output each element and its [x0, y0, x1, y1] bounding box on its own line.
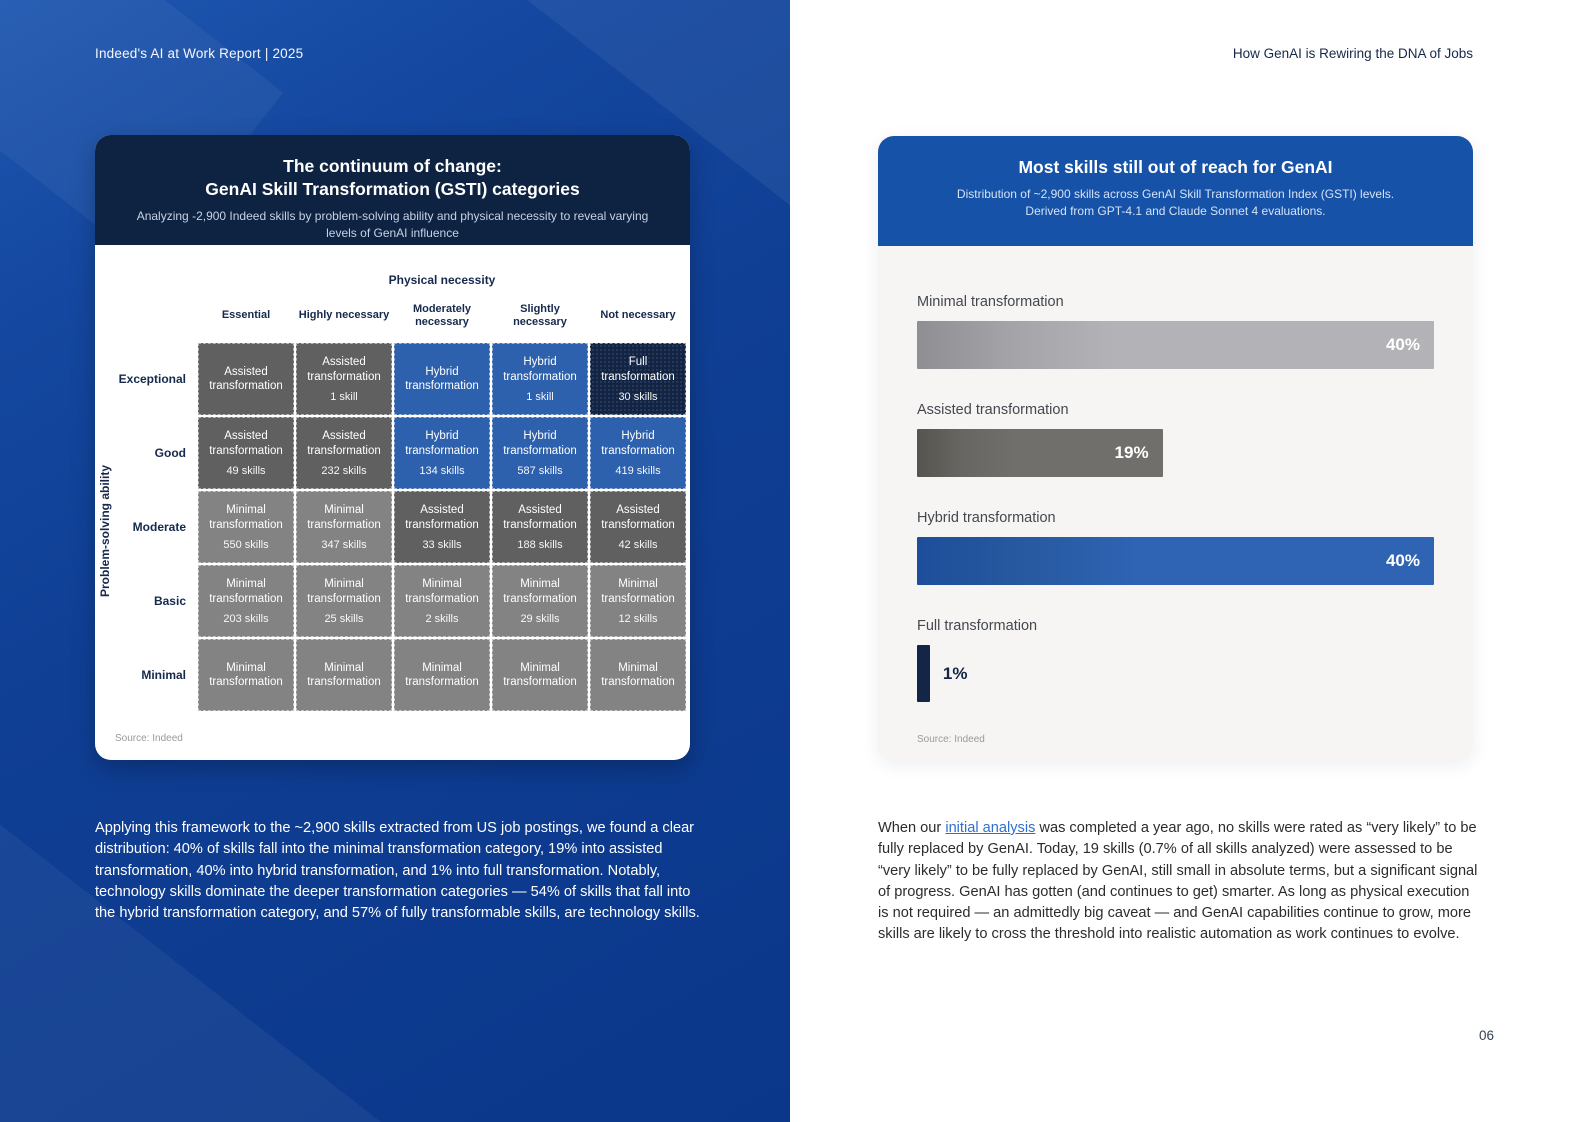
- bar-group-assisted: Assisted transformation 19%: [917, 402, 1434, 477]
- bar-hybrid-transformation: 40%: [917, 537, 1434, 585]
- matrix-cell: Minimal transformation 203 skills: [198, 565, 294, 637]
- matrix-cell: Hybrid transformation 419 skills: [590, 417, 686, 489]
- matrix-cell: Minimal transformation 347 skills: [296, 491, 392, 563]
- matrix-cell: Minimal transformation: [492, 639, 588, 711]
- column-header: Slightly necessary: [513, 302, 567, 328]
- right-page: How GenAI is Rewiring the DNA of Jobs Mo…: [790, 0, 1586, 1122]
- bars-card-subtitle: Distribution of ~2,900 skills across Gen…: [956, 186, 1395, 219]
- row-label: Basic: [153, 594, 186, 608]
- bar-value-label: 40%: [1385, 335, 1420, 354]
- bar-value-label: 1%: [942, 663, 968, 683]
- row-label: Minimal: [141, 668, 186, 682]
- matrix-cell: Minimal transformation 29 skills: [492, 565, 588, 637]
- bar-track: 19%: [917, 429, 1434, 477]
- report-running-header: Indeed's AI at Work Report | 2025: [95, 46, 304, 61]
- bars-card-title: Most skills still out of reach for GenAI: [1018, 157, 1333, 177]
- bar-track: 40%: [917, 321, 1434, 369]
- left-body-paragraph: Applying this framework to the ~2,900 sk…: [95, 820, 700, 922]
- matrix-cell: Assisted transformation 49 skills: [198, 417, 294, 489]
- matrix-cell: Assisted transformation 1 skill: [296, 343, 392, 415]
- matrix-card-subtitle: Analyzing -2,900 Indeed skills by proble…: [136, 208, 649, 240]
- matrix-cell: Minimal transformation: [296, 639, 392, 711]
- bar-group-hybrid: Hybrid transformation 40%: [917, 510, 1434, 585]
- matrix-cell: Assisted transformation 232 skills: [296, 417, 392, 489]
- bar-track: 40%: [917, 537, 1434, 585]
- paragraph-text: When our: [878, 820, 946, 836]
- bar-label: Assisted transformation: [917, 402, 1069, 418]
- column-header-spacer: [113, 293, 196, 339]
- right-body-paragraph: When our initial analysis was completed …: [878, 818, 1480, 946]
- matrix-cell: Assisted transformation 42 skills: [590, 491, 686, 563]
- matrix-cell: Assisted transformation 33 skills: [394, 491, 490, 563]
- matrix-cell: Minimal transformation 25 skills: [296, 565, 392, 637]
- gsti-distribution-card: Most skills still out of reach for GenAI…: [878, 136, 1473, 761]
- matrix-cell: Minimal transformation 2 skills: [394, 565, 490, 637]
- bar-track: 1%: [917, 645, 1434, 702]
- bar-full-transformation: [917, 645, 930, 702]
- initial-analysis-link[interactable]: initial analysis: [945, 820, 1036, 836]
- row-label: Good: [154, 446, 186, 460]
- matrix-cell: Minimal transformation: [590, 639, 686, 711]
- page-number: 06: [1478, 1028, 1494, 1043]
- bar-chart: Minimal transformation 40% Assisted tran…: [878, 246, 1473, 761]
- bars-card-header: Most skills still out of reach for GenAI…: [878, 136, 1473, 246]
- matrix-card-header: The continuum of change: GenAI Skill Tra…: [95, 135, 690, 245]
- paragraph-text: was completed a year ago, no skills were…: [878, 820, 1478, 943]
- left-page: Indeed's AI at Work Report | 2025 The co…: [0, 0, 790, 1122]
- matrix-cell: Full transformation 30 skills: [590, 343, 686, 415]
- matrix-cell: Hybrid transformation 134 skills: [394, 417, 490, 489]
- bar-label: Minimal transformation: [917, 294, 1064, 310]
- bar-group-full: Full transformation 1%: [917, 618, 1434, 702]
- matrix-cell: Assisted transformation: [198, 343, 294, 415]
- matrix-cell: Minimal transformation: [394, 639, 490, 711]
- bar-group-minimal: Minimal transformation 40%: [917, 294, 1434, 369]
- matrix-grid: Exceptional Assisted transformation Assi…: [113, 343, 686, 711]
- row-label: Moderate: [132, 520, 186, 534]
- column-header: Moderately necessary: [412, 302, 472, 328]
- y-axis-label: Problem-solving ability: [98, 464, 112, 598]
- bar-value-label: 19%: [1114, 443, 1149, 462]
- bar-value-label: 40%: [1385, 551, 1420, 570]
- bar-assisted-transformation: 19%: [917, 429, 1163, 477]
- column-header: Highly necessary: [298, 309, 390, 322]
- bars-source-note: Source: Indeed: [917, 734, 985, 745]
- matrix-card-title: The continuum of change: GenAI Skill Tra…: [205, 156, 580, 199]
- matrix-cell: Hybrid transformation 1 skill: [492, 343, 588, 415]
- matrix-cell: Minimal transformation 550 skills: [198, 491, 294, 563]
- gsti-matrix-card: The continuum of change: GenAI Skill Tra…: [95, 135, 690, 760]
- matrix-cell: Hybrid transformation: [394, 343, 490, 415]
- bar-minimal-transformation: 40%: [917, 321, 1434, 369]
- matrix-source-note: Source: Indeed: [115, 733, 183, 744]
- matrix-cell: Hybrid transformation 587 skills: [492, 417, 588, 489]
- matrix-cell: Assisted transformation 188 skills: [492, 491, 588, 563]
- column-header: Essential: [221, 309, 271, 322]
- bar-label: Full transformation: [917, 618, 1038, 634]
- row-label: Exceptional: [118, 372, 186, 386]
- bar-label: Hybrid transformation: [917, 510, 1056, 526]
- x-axis-group-label: Physical necessity: [388, 273, 496, 287]
- matrix-column-headers: Physical necessity Essential Highly nece…: [113, 259, 676, 339]
- column-header: Not necessary: [600, 309, 676, 322]
- matrix-body: Problem-solving ability Physical necessi…: [95, 245, 690, 711]
- chapter-running-header: How GenAI is Rewiring the DNA of Jobs: [1232, 46, 1473, 61]
- matrix-cell: Minimal transformation 12 skills: [590, 565, 686, 637]
- matrix-cell: Minimal transformation: [198, 639, 294, 711]
